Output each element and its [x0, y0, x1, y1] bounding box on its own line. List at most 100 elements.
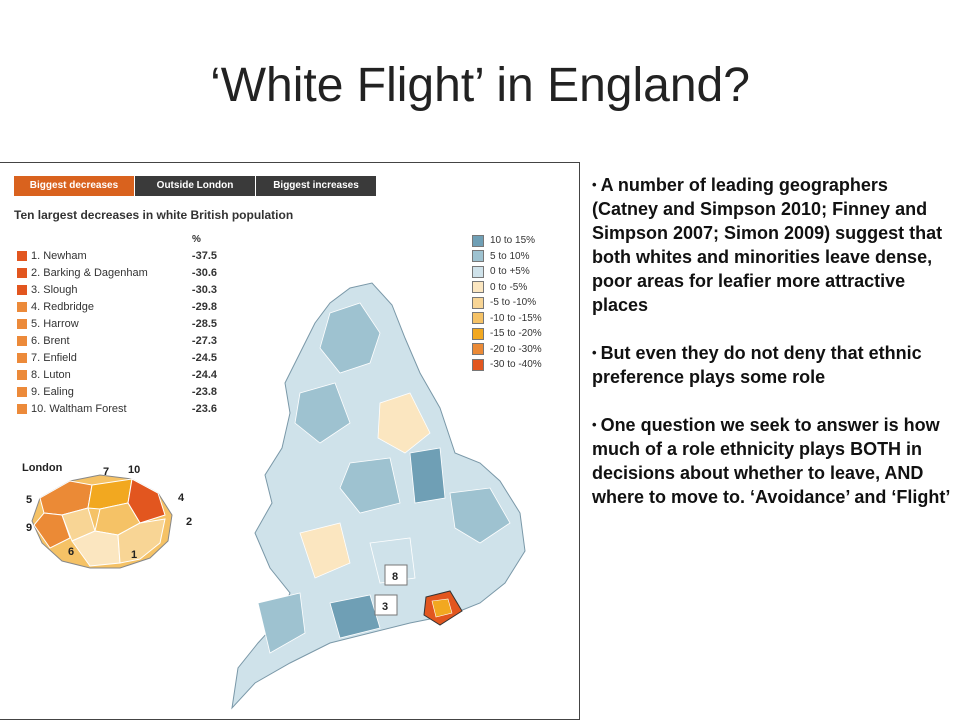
white-british-map-figure: Biggest decreases Outside London Biggest…: [0, 162, 580, 720]
figure-heading: Ten largest decreases in white British p…: [14, 208, 294, 222]
ranking-name: 6. Brent: [31, 334, 70, 347]
ranking-value: -23.8: [191, 385, 217, 398]
ranking-value: -24.4: [191, 368, 217, 381]
legend-entry: 0 to -5%: [472, 280, 542, 296]
ranking-value: -30.6: [191, 266, 217, 279]
london-callout-5: 5: [26, 494, 32, 506]
bullet-dot: •: [592, 345, 597, 360]
legend-label: -30 to -40%: [490, 359, 542, 371]
ranking-swatch: [17, 318, 27, 329]
bullet-text: But even they do not deny that ethnic pr…: [592, 343, 922, 387]
ranking-name: 10. Waltham Forest: [31, 402, 127, 415]
legend-swatch: [472, 343, 484, 356]
legend-entry: 5 to 10%: [472, 249, 542, 265]
ranking-swatch: [17, 284, 27, 295]
ranking-name: 2. Barking & Dagenham: [31, 266, 148, 279]
london-callout-9: 9: [26, 522, 32, 534]
ranking-swatch: [17, 352, 27, 363]
bullet-list: • A number of leading geographers (Catney…: [592, 173, 952, 533]
england-map: London 7 10 5 4 9 2 6 1 8: [22, 282, 526, 710]
map-callout-3: 3: [382, 601, 388, 613]
legend-swatch: [472, 265, 484, 278]
ranking-row: 2. Barking & Dagenham -30.6: [17, 264, 217, 281]
legend-entry: -30 to -40%: [472, 357, 542, 373]
legend-label: -10 to -15%: [490, 312, 542, 324]
legend-swatch: [472, 250, 484, 263]
ranking-swatch: [17, 386, 27, 397]
tab-outside-london[interactable]: Outside London: [135, 176, 256, 196]
legend-label: 0 to -5%: [490, 281, 528, 293]
ranking-value: -27.3: [191, 334, 217, 347]
legend-swatch: [472, 358, 484, 371]
legend-entry: -20 to -30%: [472, 342, 542, 358]
bullet-item: • But even they do not deny that ethnic p…: [592, 341, 952, 389]
london-inset-label: London: [22, 462, 63, 474]
ranking-name: 1. Newham: [31, 249, 87, 262]
percent-header: %: [192, 234, 201, 245]
ranking-name: 4. Redbridge: [31, 300, 94, 313]
slide-title: ‘White Flight’ in England?: [210, 59, 750, 112]
london-callout-2: 2: [186, 516, 192, 528]
legend-swatch: [472, 296, 484, 309]
ranking-row: 9. Ealing -23.8: [17, 383, 217, 400]
ranking-swatch: [17, 250, 27, 261]
ranking-name: 9. Ealing: [31, 385, 74, 398]
map-callout-8: 8: [392, 571, 398, 583]
bullet-item: • A number of leading geographers (Catney…: [592, 173, 952, 317]
ranking-name: 3. Slough: [31, 283, 78, 296]
ranking-value: -28.5: [191, 317, 217, 330]
london-callout-7: 7: [103, 466, 109, 478]
legend-entry: -5 to -10%: [472, 295, 542, 311]
tab-biggest-decreases[interactable]: Biggest decreases: [14, 176, 135, 196]
ranking-value: -37.5: [191, 249, 217, 262]
ranking-row: 1. Newham -37.5: [17, 247, 217, 264]
map-callout-box-8: [384, 564, 408, 586]
legend-label: 10 to 15%: [490, 235, 536, 247]
legend-swatch: [472, 327, 484, 340]
ranking-value: -29.8: [191, 300, 217, 313]
legend-label: -15 to -20%: [490, 328, 542, 340]
legend-label: -5 to -10%: [490, 297, 537, 309]
ranking-value: -24.5: [191, 351, 217, 364]
london-callout-10: 10: [128, 464, 140, 476]
ranking-row: 8. Luton -24.4: [17, 366, 217, 383]
ranking-swatch: [17, 267, 27, 278]
legend-label: 0 to +5%: [490, 266, 530, 278]
london-callout-4: 4: [178, 492, 185, 504]
ranking-value: -23.6: [191, 402, 217, 415]
london-callout-6: 6: [68, 546, 74, 558]
legend-entry: 10 to 15%: [472, 233, 542, 249]
ranking-list: 1. Newham -37.5 2. Barking & Dagenham -30.6…: [17, 247, 217, 417]
bullet-dot: •: [592, 177, 597, 192]
legend-swatch: [472, 234, 484, 247]
ranking-row: 7. Enfield -24.5: [17, 349, 217, 366]
london-callout-1: 1: [131, 549, 137, 561]
ranking-swatch: [17, 301, 27, 312]
map-callout-box-3: [374, 594, 398, 616]
legend-swatch: [472, 312, 484, 325]
ranking-value: -30.3: [191, 283, 217, 296]
legend-swatch: [472, 281, 484, 294]
ranking-row: 4. Redbridge -29.8: [17, 298, 217, 315]
figure-tabs: Biggest decreases Outside London Biggest…: [14, 176, 377, 196]
legend-entry: -10 to -15%: [472, 311, 542, 327]
ranking-name: 5. Harrow: [31, 317, 79, 330]
legend-entry: 0 to +5%: [472, 264, 542, 280]
ranking-row: 3. Slough -30.3: [17, 281, 217, 298]
bullet-item: • One question we seek to answer is how m…: [592, 413, 952, 509]
ranking-row: 6. Brent -27.3: [17, 332, 217, 349]
ranking-name: 7. Enfield: [31, 351, 77, 364]
bullet-dot: •: [592, 417, 597, 432]
ranking-swatch: [17, 335, 27, 346]
england-outline: 8 3: [231, 282, 526, 710]
ranking-row: 5. Harrow -28.5: [17, 315, 217, 332]
tab-biggest-increases[interactable]: Biggest increases: [256, 176, 377, 196]
ranking-swatch: [17, 369, 27, 380]
ranking-row: 10. Waltham Forest -23.6: [17, 400, 217, 417]
ranking-swatch: [17, 403, 27, 414]
legend-label: -20 to -30%: [490, 343, 542, 355]
map-legend: 10 to 15% 5 to 10% 0 to +5% 0 to -5% -5 to -…: [472, 233, 542, 373]
legend-entry: -15 to -20%: [472, 326, 542, 342]
ranking-name: 8. Luton: [31, 368, 71, 381]
legend-label: 5 to 10%: [490, 250, 530, 262]
